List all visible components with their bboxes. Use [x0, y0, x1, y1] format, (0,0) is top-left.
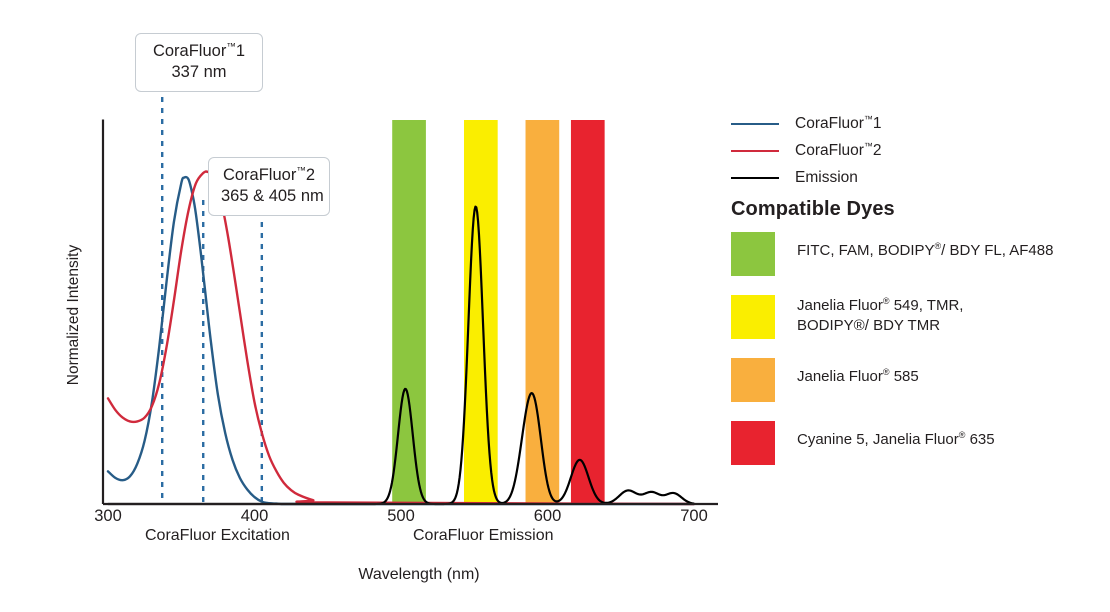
legend-line-swatch	[731, 122, 779, 125]
dye-label: Cyanine 5, Janelia Fluor® 635	[797, 430, 995, 449]
trademark-symbol: ™	[863, 113, 873, 124]
registered-symbol: ®	[882, 296, 890, 306]
legend-line-label: CoraFluor™2	[795, 140, 882, 159]
legend-line-label: Emission	[795, 168, 858, 186]
dye-row: Cyanine 5, Janelia Fluor® 635	[731, 421, 1101, 465]
dye-color-swatch	[731, 232, 775, 276]
dye-color-swatch	[731, 358, 775, 402]
registered-symbol: ®	[882, 367, 890, 377]
dye-row: FITC, FAM, BODIPY®/ BDY FL, AF488	[731, 232, 1101, 276]
orange-band	[525, 120, 560, 504]
legend-row: CoraFluor™1	[731, 110, 1091, 137]
red-band	[570, 120, 605, 504]
callout-cf1-line2: 337 nm	[171, 63, 227, 82]
callout-corafluor-2: CoraFluor™2 365 & 405 nm	[208, 157, 330, 217]
x-tick-label-300: 300	[94, 507, 122, 525]
trademark-symbol: ™	[226, 41, 236, 53]
callout-cf2-line2: 365 & 405 nm	[221, 187, 324, 206]
legend-lines: CoraFluor™1 CoraFluor™2 Emission	[731, 110, 1091, 191]
x-tick-label-700: 700	[680, 507, 708, 525]
dye-label: Janelia Fluor® 549, TMR, BODIPY®/ BDY TMR	[797, 296, 964, 335]
dye-row: Janelia Fluor® 585	[731, 358, 1101, 402]
registered-symbol: ®	[958, 430, 966, 440]
compatible-dyes-list: FITC, FAM, BODIPY®/ BDY FL, AF488 Janelia…	[731, 232, 1101, 484]
dye-color-swatch	[731, 295, 775, 339]
dye-color-swatch	[731, 421, 775, 465]
legend-line-swatch	[731, 149, 779, 152]
callout-cf1-line1: CoraFluor™1	[152, 41, 246, 60]
legend-row: CoraFluor™2	[731, 137, 1091, 164]
compatible-dyes-heading: Compatible Dyes	[731, 198, 895, 220]
trademark-symbol: ™	[296, 165, 306, 177]
trademark-symbol: ™	[863, 140, 873, 151]
legend-line-swatch	[731, 176, 779, 179]
x-tick-label-500: 500	[387, 507, 415, 525]
legend-line-label: CoraFluor™1	[795, 113, 882, 132]
region-label-emission: CoraFluor Emission	[413, 527, 554, 544]
dye-label: Janelia Fluor® 585	[797, 367, 919, 386]
dye-row: Janelia Fluor® 549, TMR, BODIPY®/ BDY TMR	[731, 295, 1101, 339]
legend-row: Emission	[731, 164, 1091, 191]
x-tick-label-400: 400	[240, 507, 269, 525]
callout-corafluor-1: CoraFluor™1 337 nm	[135, 33, 263, 93]
region-label-excitation: CoraFluor Excitation	[145, 527, 290, 544]
callout-cf2-line1: CoraFluor™2	[222, 165, 316, 184]
x-axis-title: Wavelength (nm)	[358, 566, 480, 583]
x-tick-label-600: 600	[533, 507, 562, 525]
dye-label: FITC, FAM, BODIPY®/ BDY FL, AF488	[797, 241, 1054, 260]
registered-symbol: ®	[934, 241, 942, 251]
y-axis-title: Normalized Intensity	[65, 244, 82, 386]
